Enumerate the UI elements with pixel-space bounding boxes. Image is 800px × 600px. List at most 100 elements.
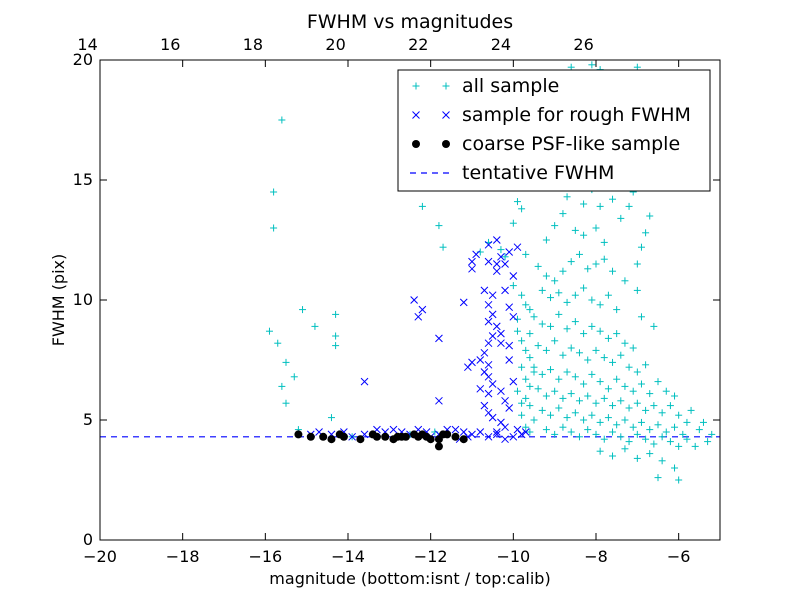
all-sample-point — [580, 330, 588, 338]
rough-fwhm-point — [505, 341, 514, 350]
all-sample-point — [526, 428, 534, 436]
all-sample-point — [327, 414, 335, 422]
rough-fwhm-point-b — [488, 332, 497, 340]
rough-fwhm-point — [488, 291, 497, 300]
y-axis-label: FWHM (pix) — [49, 254, 68, 347]
x-tick-label: −16 — [248, 547, 282, 566]
x-axis-ticks: −20 −18 −16 −14 −12 −10 −8 −6 — [83, 60, 690, 566]
rough-fwhm-point — [476, 384, 485, 393]
all-sample-point — [609, 402, 617, 410]
rough-fwhm-point — [348, 432, 356, 441]
rough-fwhm-point — [484, 300, 493, 309]
psf-sample-point — [319, 432, 328, 441]
all-sample-point — [518, 363, 526, 371]
rough-fwhm-point — [418, 305, 427, 314]
rough-fwhm-point — [501, 260, 509, 268]
all-sample-point — [592, 346, 600, 354]
psf-sample-point — [327, 435, 336, 444]
rough-fwhm-point-b — [484, 372, 493, 381]
rough-fwhm-point-b — [480, 368, 489, 376]
rough-fwhm-point — [505, 356, 514, 364]
all-sample-point — [547, 411, 555, 419]
rough-fwhm-point — [414, 312, 423, 321]
all-sample-point — [625, 438, 633, 446]
rough-fwhm-point — [484, 240, 493, 249]
rough-fwhm-point — [501, 423, 509, 432]
all-sample-point — [551, 430, 559, 438]
all-sample-point — [522, 375, 530, 383]
x-tick-label: −8 — [584, 547, 608, 566]
all-sample-point — [642, 406, 650, 414]
all-sample-point — [584, 392, 592, 400]
rough-fwhm-point-b — [497, 329, 505, 338]
all-sample-point — [683, 418, 691, 426]
all-sample-point — [274, 339, 282, 347]
all-sample-point — [332, 332, 340, 340]
rough-fwhm-point — [484, 317, 493, 326]
chart-title: FWHM vs magnitudes — [307, 11, 513, 33]
rough-fwhm-point-b — [501, 286, 509, 295]
all-sample-point — [509, 219, 517, 227]
legend-frame — [397, 69, 711, 192]
all-sample-point — [633, 260, 641, 268]
y-tick-label: 5 — [83, 410, 93, 429]
rough-fwhm-point-b — [501, 423, 509, 432]
all-sample-point — [547, 294, 555, 302]
x-tick-label: −12 — [414, 547, 448, 566]
y-axis-ticks: 0 5 10 15 20 — [73, 50, 720, 549]
all-sample-point — [642, 361, 650, 369]
rough-fwhm-point — [492, 267, 501, 276]
legend-label-fwhm-line: tentative FWHM — [462, 162, 614, 184]
all-sample-point — [501, 253, 509, 261]
all-sample-point — [555, 404, 563, 412]
rough-fwhm-point-b — [480, 348, 489, 357]
rough-fwhm-point-b — [509, 432, 518, 441]
rough-fwhm-point — [488, 310, 497, 319]
rough-fwhm-point-b — [480, 286, 489, 295]
all-sample-point — [646, 390, 654, 398]
all-sample-point — [662, 387, 670, 395]
all-sample-point — [683, 435, 691, 443]
all-sample-point — [679, 430, 687, 438]
top-tick-label: 16 — [160, 35, 180, 54]
rough-fwhm-point-b — [451, 425, 460, 434]
x-tick-label: −20 — [83, 547, 117, 566]
rough-fwhm-point-b — [488, 291, 497, 300]
top-tick-label: 22 — [408, 35, 428, 54]
rough-fwhm-point-b — [492, 430, 501, 439]
psf-sample-point — [339, 432, 348, 441]
all-sample-point — [613, 306, 621, 314]
all-sample-point — [637, 313, 645, 321]
all-sample-point — [518, 411, 526, 419]
x-axis-label: magnitude (bottom:isnt / top:calib) — [269, 569, 550, 588]
all-sample-point — [671, 423, 679, 431]
rough-fwhm-point-b — [459, 428, 468, 436]
all-sample-point — [538, 320, 546, 328]
all-sample-point — [625, 363, 633, 371]
all-sample-point — [567, 344, 575, 352]
all-sample-point — [526, 402, 534, 410]
all-sample-point — [538, 370, 546, 378]
psf-sample-point — [381, 432, 390, 441]
all-sample-point — [650, 402, 658, 410]
rough-fwhm-point — [497, 252, 505, 261]
all-sample-point — [609, 452, 617, 460]
all-sample-point — [534, 262, 542, 270]
rough-fwhm-point-b — [468, 430, 476, 439]
rough-fwhm-point-b — [497, 252, 505, 261]
rough-fwhm-point — [509, 272, 518, 280]
all-sample-point — [571, 318, 579, 326]
all-sample-point — [629, 423, 637, 431]
all-sample-point — [633, 368, 641, 376]
rough-fwhm-point — [468, 430, 476, 439]
rough-fwhm-point-b — [492, 236, 501, 244]
all-sample-point — [538, 406, 546, 414]
all-sample-point — [522, 301, 530, 309]
all-sample-point — [588, 411, 596, 419]
rough-fwhm-point — [472, 250, 480, 259]
all-sample-point — [555, 289, 563, 297]
legend-x-marker-b — [442, 111, 450, 119]
psf-sample-point — [434, 442, 443, 451]
psf-sample-point — [426, 435, 435, 444]
